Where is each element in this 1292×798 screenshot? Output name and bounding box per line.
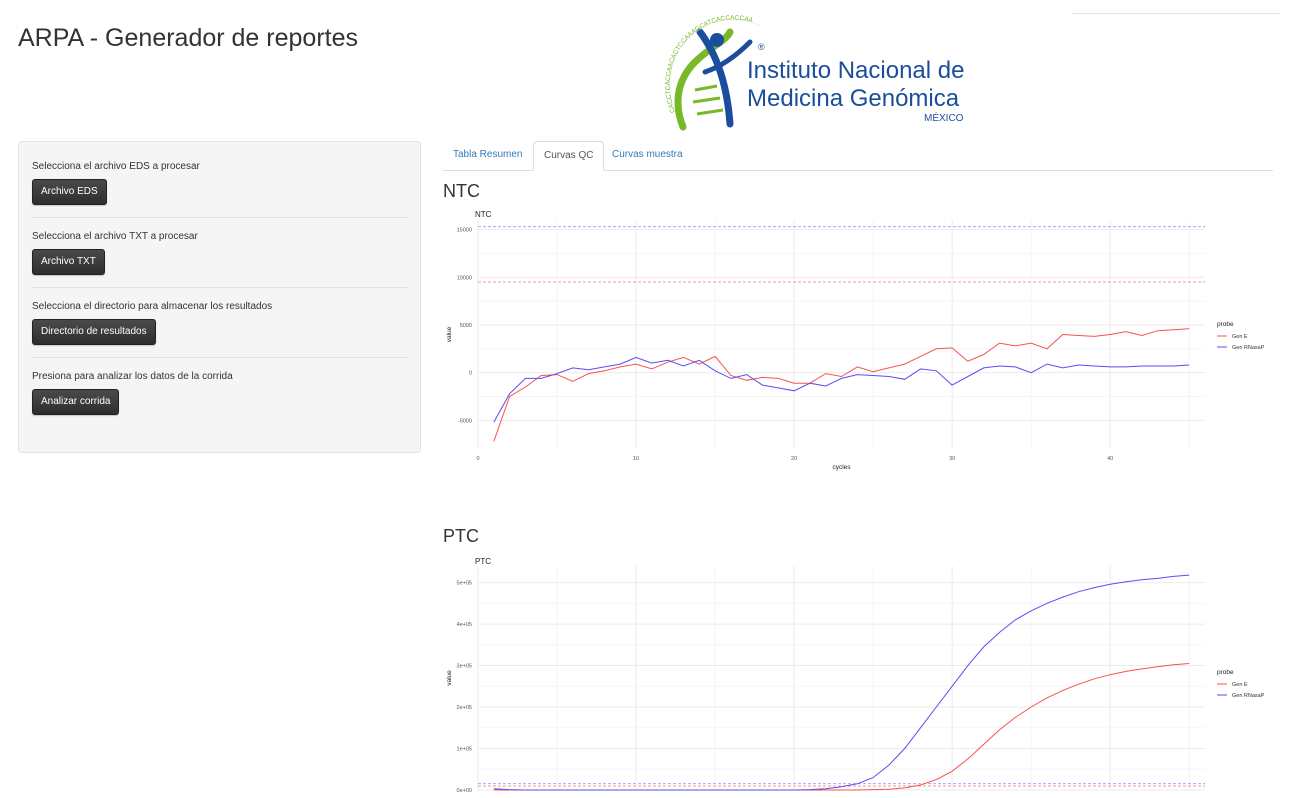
y-tick-label: 3e+05: [457, 664, 472, 670]
analyze-run-button[interactable]: Analizar corrida: [32, 389, 120, 415]
logo-line2: Medicina Genómica: [747, 85, 960, 112]
sidebar-divider: [32, 217, 408, 218]
results-dir-label: Selecciona el directorio para almacenar …: [32, 301, 273, 312]
ntc-heading: NTC: [443, 181, 480, 201]
legend-title: probe: [1217, 669, 1234, 676]
sidebar-panel: Selecciona el archivo EDS a procesar Arc…: [18, 141, 421, 453]
tab-tabla-resumen[interactable]: Tabla Resumen: [453, 149, 523, 160]
legend-label: Gen RNasaP: [1232, 693, 1265, 699]
y-tick-label: -5000: [458, 418, 472, 424]
y-tick-label: 1e+05: [457, 747, 472, 753]
analyze-section: Presiona para analizar los datos de la c…: [32, 371, 408, 415]
eds-section: Selecciona el archivo EDS a procesar Arc…: [32, 161, 408, 205]
y-tick-label: 2e+05: [457, 705, 472, 711]
legend-title: probe: [1217, 321, 1234, 328]
ptc-heading: PTC: [443, 526, 479, 546]
chart-title: PTC: [475, 557, 491, 566]
y-tick-label: 0e+00: [457, 788, 472, 794]
legend-label: Gen E: [1232, 682, 1248, 688]
y-tick-label: 5000: [460, 323, 472, 329]
tab-bar: Tabla Resumen Curvas QC Curvas muestra: [443, 141, 1273, 171]
y-tick-label: 15000: [457, 228, 472, 234]
tab-curvas-qc[interactable]: Curvas QC: [533, 141, 605, 171]
logo-registered-mark: ®: [758, 42, 765, 52]
analyze-label: Presiona para analizar los datos de la c…: [32, 371, 233, 382]
x-tick-label: 20: [791, 456, 797, 462]
logo-line1: Instituto Nacional de: [747, 57, 964, 84]
txt-file-button[interactable]: Archivo TXT: [32, 249, 105, 275]
dna-helix-icon: [669, 19, 761, 131]
inmegen-logo: CACCTCACCAACACTCCAAAGCATCACCACCAA ® Inst…: [665, 14, 964, 131]
eds-file-button[interactable]: Archivo EDS: [32, 179, 107, 205]
ptc-chart: PTC 0e+00 1e+05 2e+05 3e+05 4e+05 5e+05 value pr…: [446, 557, 1265, 794]
logo-country: MÉXICO: [924, 111, 964, 124]
series-line: [493, 328, 1190, 442]
x-tick-label: 0: [476, 456, 479, 462]
series-line: [493, 356, 1190, 423]
y-tick-label: 5e+05: [457, 581, 472, 587]
y-tick-label: 10000: [457, 275, 472, 281]
series-line: [493, 663, 1190, 791]
txt-section: Selecciona el archivo TXT a procesar Arc…: [32, 231, 408, 275]
y-tick-label: 0: [469, 371, 472, 377]
x-tick-label: 40: [1107, 456, 1113, 462]
y-axis-label: value: [446, 326, 453, 342]
y-axis-label: value: [446, 670, 453, 686]
sidebar-divider: [32, 287, 408, 288]
app-title: ARPA - Generador de reportes: [18, 24, 358, 52]
results-dir-section: Selecciona el directorio para almacenar …: [32, 301, 408, 345]
x-axis-label: cycles: [832, 464, 851, 471]
x-tick-label: 10: [633, 456, 639, 462]
legend-label: Gen E: [1232, 334, 1248, 340]
header-divider: [1071, 13, 1281, 14]
sidebar-divider: [32, 357, 408, 358]
tab-curvas-muestra[interactable]: Curvas muestra: [612, 149, 683, 160]
txt-label: Selecciona el archivo TXT a procesar: [32, 231, 198, 242]
legend-label: Gen RNasaP: [1232, 345, 1265, 351]
results-dir-button[interactable]: Directorio de resultados: [32, 319, 156, 345]
eds-label: Selecciona el archivo EDS a procesar: [32, 161, 200, 172]
series-line: [493, 574, 1190, 791]
chart-title: NTC: [475, 210, 492, 219]
ntc-chart: NTC -5000 0 5000 10000 15000 0 10 20 30 40 cycles va…: [446, 210, 1265, 471]
x-tick-label: 30: [949, 456, 955, 462]
y-tick-label: 4e+05: [457, 622, 472, 628]
